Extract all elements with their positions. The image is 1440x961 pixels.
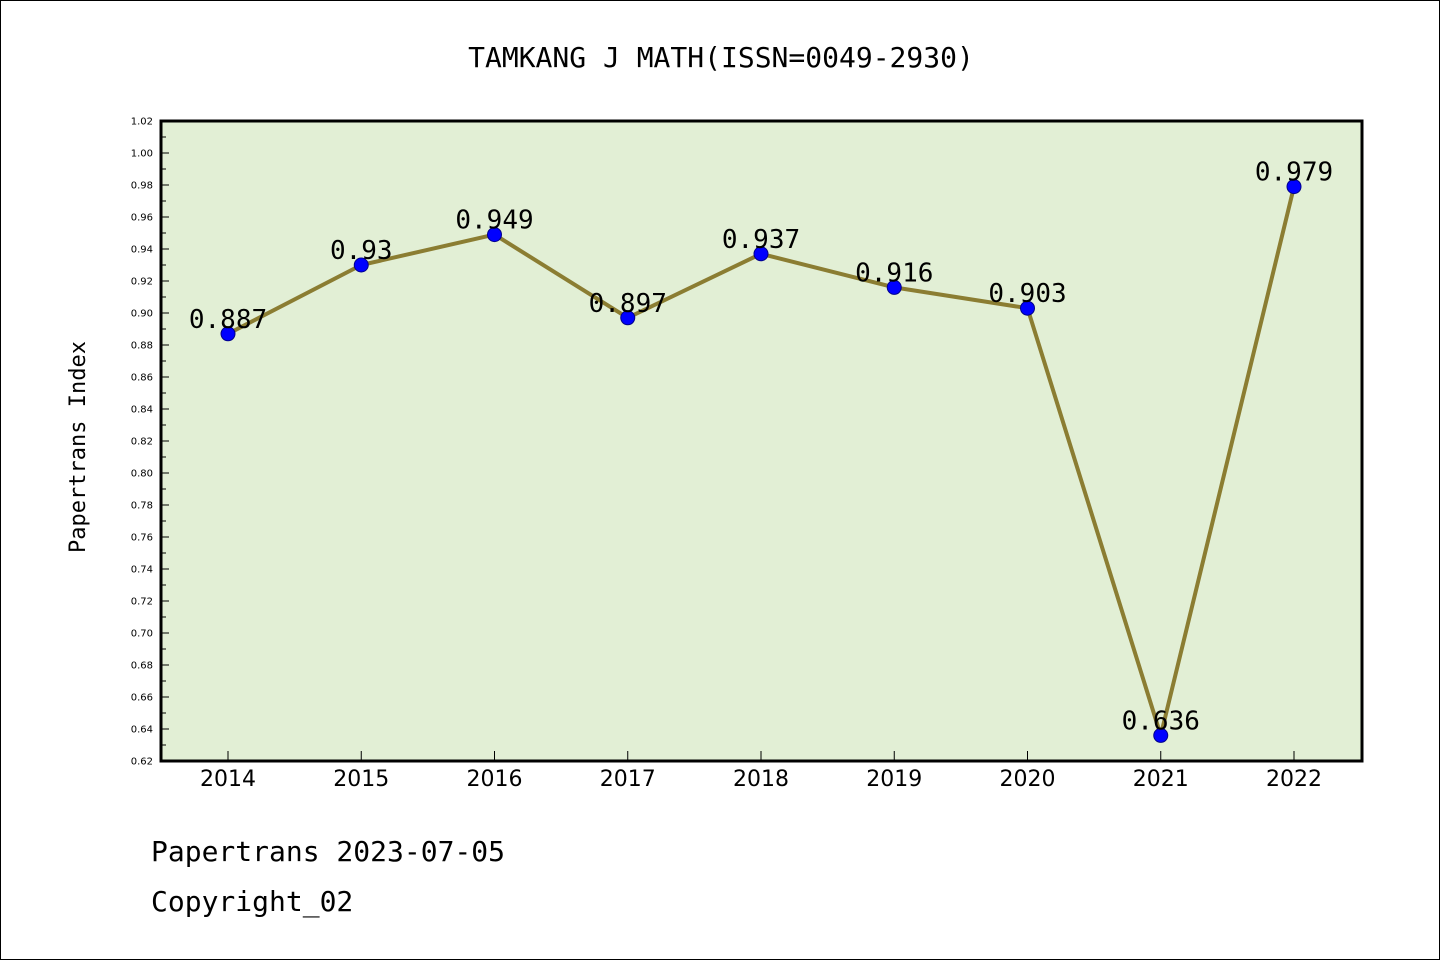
x-tick-label: 2018 — [733, 767, 789, 792]
y-tick-label: 0.72 — [131, 597, 153, 608]
y-tick-label: 0.78 — [131, 501, 153, 512]
data-label: 0.937 — [722, 225, 800, 255]
data-labels: 0.887 0.93 0.949 0.897 0.937 0.916 0.903 0.636 0… — [189, 158, 1333, 737]
data-point-marker — [886, 279, 902, 295]
y-tick-label: 0.74 — [131, 565, 153, 576]
data-point-marker — [620, 310, 636, 326]
data-point-marker — [753, 246, 769, 262]
footer-date: Papertrans 2023-07-05 — [151, 835, 506, 868]
data-points — [220, 179, 1302, 743]
data-label: 0.93 — [330, 236, 393, 266]
x-tick-label: 2021 — [1133, 767, 1189, 792]
chart-title: TAMKANG J MATH(ISSN=0049-2930) — [468, 41, 974, 74]
y-tick-label: 0.68 — [131, 661, 153, 672]
y-axis: 0.62 0.64 0.66 0.68 0.70 0.72 0.74 0.76 0.78 0.80… — [131, 117, 169, 768]
data-label: 0.949 — [455, 206, 533, 236]
data-label: 0.887 — [189, 305, 267, 335]
x-tick-label: 2022 — [1266, 767, 1322, 792]
x-tick-label: 2019 — [866, 767, 922, 792]
y-tick-label: 0.64 — [131, 725, 153, 736]
y-tick-label: 0.88 — [131, 341, 153, 352]
x-tick-label: 2020 — [1000, 767, 1056, 792]
x-tick-label: 2014 — [200, 767, 256, 792]
data-label: 0.897 — [589, 289, 667, 319]
y-tick-label: 0.62 — [131, 757, 153, 768]
data-point-marker — [353, 257, 369, 273]
y-tick-label: 0.70 — [131, 629, 153, 640]
y-tick-label: 0.66 — [131, 693, 153, 704]
y-tick-label: 0.80 — [131, 469, 153, 480]
x-axis: 2014 2015 2016 2017 2018 2019 2020 2021 2022 — [200, 751, 1322, 792]
data-label: 0.636 — [1122, 706, 1200, 736]
y-tick-label: 0.82 — [131, 437, 153, 448]
y-tick-label: 0.98 — [131, 181, 153, 192]
x-tick-label: 2015 — [333, 767, 389, 792]
y-tick-label: 0.76 — [131, 533, 153, 544]
y-tick-label: 0.94 — [131, 245, 153, 256]
x-tick-label: 2017 — [600, 767, 656, 792]
y-tick-label: 0.92 — [131, 277, 153, 288]
y-tick-label: 0.96 — [131, 213, 153, 224]
data-point-marker — [220, 326, 236, 342]
data-label: 0.979 — [1255, 158, 1333, 188]
data-point-marker — [1153, 727, 1169, 743]
y-tick-label: 1.02 — [131, 117, 153, 128]
data-point-marker — [1286, 179, 1302, 195]
x-tick-label: 2016 — [467, 767, 523, 792]
plot-area — [161, 121, 1362, 761]
y-tick-label: 1.00 — [131, 149, 153, 160]
data-label: 0.916 — [855, 258, 933, 288]
y-axis-label: Papertrans Index — [66, 341, 91, 553]
y-tick-label: 0.90 — [131, 309, 153, 320]
y-tick-label: 0.84 — [131, 405, 153, 416]
plot-border — [159, 119, 1364, 763]
footer-copyright: Copyright_02 — [151, 885, 354, 918]
data-point-marker — [487, 227, 502, 243]
data-point-marker — [1020, 300, 1035, 316]
data-label: 0.903 — [988, 279, 1066, 309]
y-tick-label: 0.86 — [131, 373, 153, 384]
